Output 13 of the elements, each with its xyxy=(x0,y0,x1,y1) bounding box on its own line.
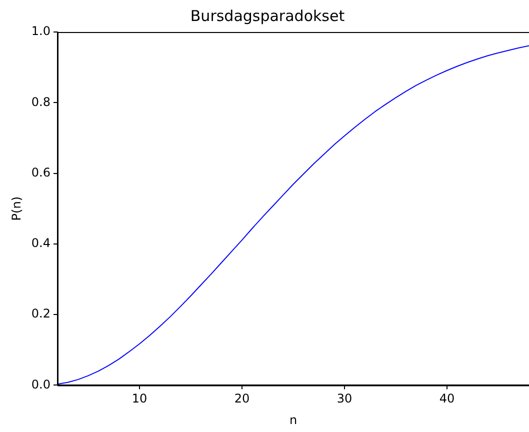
y-axis-title: P(n) xyxy=(9,196,24,221)
y-tick-label: 0.4 xyxy=(31,236,50,250)
x-axis-title: n xyxy=(289,412,298,427)
y-tick-label: 0.2 xyxy=(31,306,50,321)
x-tick-label: 10 xyxy=(132,392,148,406)
y-tick-label: 0.0 xyxy=(31,377,50,392)
x-tick-label: 30 xyxy=(336,392,352,406)
y-tick-label: 1.0 xyxy=(31,24,50,38)
y-tick-label: 0.6 xyxy=(31,165,50,180)
x-tick-label: 20 xyxy=(234,392,250,406)
chart-title: Bursdagsparadokset xyxy=(190,6,345,25)
x-tick-label: 40 xyxy=(439,392,455,406)
y-tick-label: 0.8 xyxy=(31,94,50,109)
